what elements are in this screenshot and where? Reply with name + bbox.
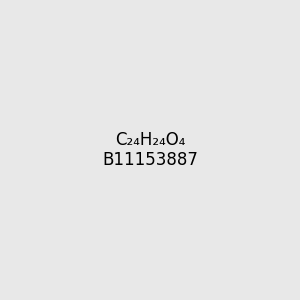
Text: C₂₄H₂₄O₄
B11153887: C₂₄H₂₄O₄ B11153887 — [102, 130, 198, 170]
